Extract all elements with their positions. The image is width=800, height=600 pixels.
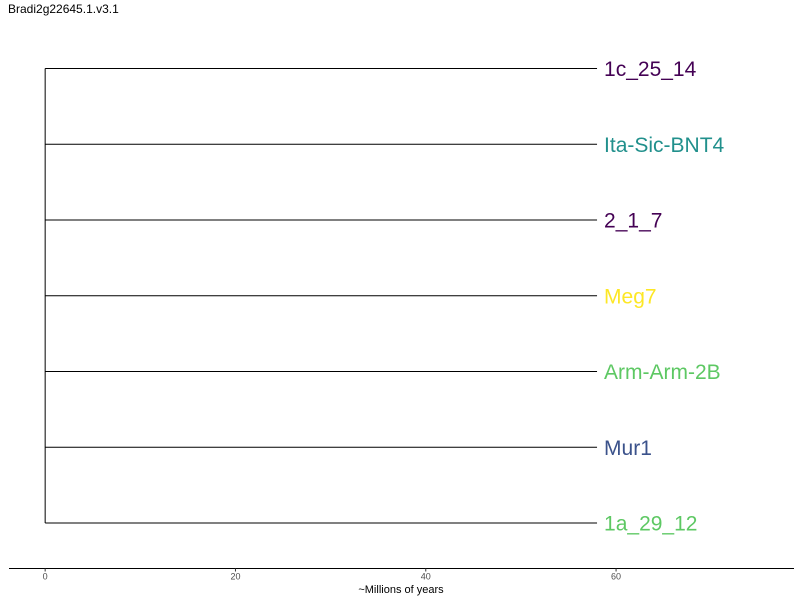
leaf-label: 2_1_7 bbox=[604, 210, 662, 233]
x-tick-label: 0 bbox=[43, 572, 48, 582]
leaf-label: Mur1 bbox=[604, 437, 652, 460]
x-axis-ticks: 0 20 40 60 bbox=[43, 568, 621, 582]
tree-branches bbox=[44, 68, 598, 524]
x-axis-title: ~Millions of years bbox=[358, 584, 444, 596]
x-tick-label: 20 bbox=[230, 572, 240, 582]
x-tick-label: 40 bbox=[421, 572, 431, 582]
leaf-label: 1a_29_12 bbox=[604, 513, 697, 536]
leaf-label: Meg7 bbox=[604, 285, 657, 308]
leaf-labels: 1c_25_14 Ita-Sic-BNT4 2_1_7 Meg7 Arm-Arm-2B M… bbox=[604, 58, 725, 536]
x-axis: 0 20 40 60 ~Millions of years bbox=[9, 568, 794, 596]
chart-title: Bradi2g22645.1.v3.1 bbox=[8, 2, 119, 16]
leaf-label: Ita-Sic-BNT4 bbox=[604, 134, 725, 157]
leaf-label: 1c_25_14 bbox=[604, 58, 697, 81]
x-tick-label: 60 bbox=[611, 572, 621, 582]
leaf-label: Arm-Arm-2B bbox=[604, 361, 721, 384]
